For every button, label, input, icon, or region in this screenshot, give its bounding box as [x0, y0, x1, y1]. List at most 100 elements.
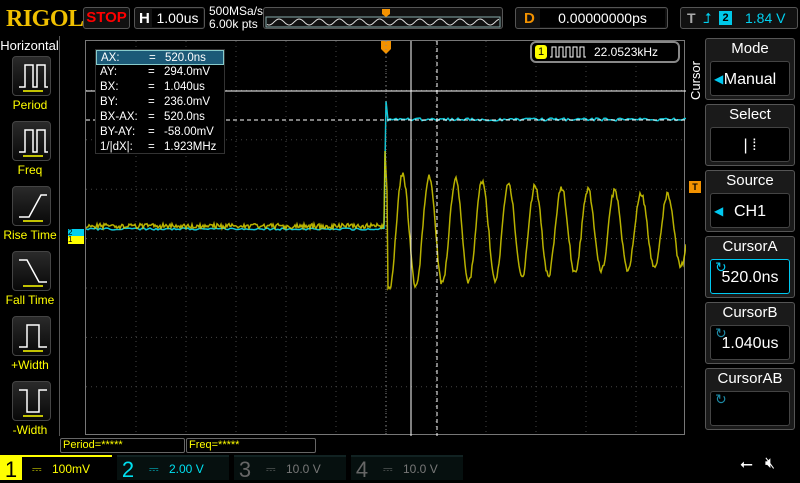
menu-cursora-button[interactable]: CursorA ↻ 520.0ns	[705, 236, 795, 298]
menu-source-button[interactable]: Source ◀ CH1	[705, 170, 795, 232]
channel-scale: 10.0 V	[286, 462, 321, 476]
equals-sign: =	[148, 65, 155, 80]
left-arrow-icon: ◀	[714, 194, 723, 229]
cursor-value: 1.040us	[164, 80, 205, 95]
channel-number: 2	[117, 457, 139, 480]
trigger-level-marker: T	[689, 181, 701, 193]
acquisition-info: 500MSa/s 6.00k pts	[209, 5, 263, 31]
rising-edge-icon: ⮥	[703, 8, 711, 28]
memory-timeline[interactable]	[263, 7, 503, 29]
horizontal-key: H	[139, 10, 150, 27]
cursor-readout-row: AY: = 294.0mV	[96, 65, 224, 80]
menu-cursorab-button[interactable]: CursorAB ↻	[705, 368, 795, 430]
measurement-freq[interactable]: Freq=*****	[186, 438, 316, 453]
trigger-box[interactable]: T ⮥ 2 1.84 V	[680, 7, 798, 29]
measure-rise-time-button[interactable]	[12, 186, 51, 226]
menu-value: Manual	[724, 71, 776, 88]
menu-value-box: ↻	[710, 391, 790, 426]
channel-3-button[interactable]: 3 ⎓ 10.0 V	[234, 455, 346, 480]
cursor-value: 520.0ns	[165, 51, 206, 66]
ch1-waveform	[86, 151, 686, 289]
measure-fall-time-button[interactable]	[12, 251, 51, 291]
period-icon	[13, 57, 52, 97]
cursor-readout-row: BX: = 1.040us	[96, 80, 224, 95]
usb-icon: ⭠	[740, 456, 753, 474]
menu-header: Mode	[706, 39, 794, 59]
channel-scale: 100mV	[52, 462, 90, 476]
measure-label: Freq	[0, 163, 60, 177]
rotate-knob-icon: ↻	[715, 250, 727, 285]
menu-select-button[interactable]: Select | ⁞	[705, 104, 795, 166]
menu-value: 1.040us	[722, 335, 779, 352]
measure-freq-button[interactable]	[12, 121, 51, 161]
menu-value-box: ↻ 520.0ns	[710, 259, 790, 294]
equals-sign: =	[148, 80, 155, 95]
equals-sign: =	[148, 125, 155, 140]
timeline-trigger-marker	[382, 9, 390, 17]
channel-number: 3	[234, 457, 256, 480]
channel-2-button[interactable]: 2 ⎓ 2.00 V	[117, 455, 229, 480]
rotate-knob-icon: ↻	[715, 316, 727, 351]
trigger-key: T	[687, 8, 696, 28]
timebase-box[interactable]: H 1.00us	[134, 7, 205, 29]
cursor-readout-row: AX: = 520.0ns	[96, 50, 224, 65]
menu-mode-button[interactable]: Mode ◀ Manual	[705, 38, 795, 100]
cursor-key: 1/|dX|:	[100, 141, 133, 153]
coupling-dc-icon: ⎓	[383, 462, 393, 477]
measure-label: -Width	[0, 423, 60, 437]
equals-sign: =	[149, 51, 156, 66]
cursor-readout-row: BY: = 236.0mV	[96, 95, 224, 110]
run-stop-status[interactable]: STOP	[83, 7, 130, 29]
cursor-key: AY:	[100, 66, 117, 78]
trigger-level: 1.84 V	[745, 8, 785, 28]
equals-sign: =	[148, 95, 155, 110]
delay-key: D	[524, 10, 535, 27]
pos-width-icon	[13, 317, 52, 357]
measurement-period[interactable]: Period=*****	[60, 438, 185, 453]
channel-1-button[interactable]: 1 ⎓ 100mV	[0, 455, 112, 480]
cursor-key: AX:	[101, 52, 120, 64]
cursor-key: BX:	[100, 81, 119, 93]
counter-value: 22.0523kHz	[594, 43, 658, 61]
delay-box[interactable]: D 0.00000000ps	[515, 7, 668, 29]
menu-cursorb-button[interactable]: CursorB ↻ 1.040us	[705, 302, 795, 364]
measure-label: Period	[0, 98, 60, 112]
speaker-mute-icon: 🔇︎	[765, 455, 775, 473]
measure--width-button[interactable]	[12, 381, 51, 421]
measure--width-button[interactable]	[12, 316, 51, 356]
cursor-readout-row: BX-AX: = 520.0ns	[96, 110, 224, 125]
menu-value-box: ◀ CH1	[710, 193, 790, 228]
rise-time-icon	[13, 187, 52, 227]
cursor-key: BY-AY:	[100, 126, 135, 138]
cursor-readout-panel: AX: = 520.0ns AY: = 294.0mV BX: = 1.040us BY: = 236…	[95, 49, 225, 154]
coupling-dc-icon: ⎓	[266, 462, 276, 477]
rotate-knob-icon: ↻	[715, 382, 727, 417]
menu-header: Source	[706, 171, 794, 191]
cursor-value: 1.923MHz	[164, 140, 216, 155]
neg-width-icon	[13, 382, 52, 422]
menu-header: Select	[706, 105, 794, 125]
cursor-readout-row: BY-AY: = -58.00mV	[96, 125, 224, 140]
menu-value-box: ↻ 1.040us	[710, 325, 790, 360]
channel-number: 4	[351, 457, 373, 480]
timebase-value: 1.00us	[152, 9, 203, 27]
channel-number: 1	[0, 457, 22, 480]
cursor-readout-row: 1/|dX|: = 1.923MHz	[96, 140, 224, 155]
measure-label: Rise Time	[0, 228, 60, 242]
menu-title: Horizontal	[0, 38, 59, 53]
ch1-offset-marker[interactable]: 1	[68, 236, 84, 244]
trigger-source: 2	[719, 11, 732, 25]
measure-label: +Width	[0, 358, 60, 372]
measure-label: Fall Time	[0, 293, 60, 307]
trigger-position-marker	[381, 41, 391, 54]
delay-value: 0.00000000ps	[540, 9, 665, 27]
measure-period-button[interactable]	[12, 56, 51, 96]
coupling-dc-icon: ⎓	[32, 462, 42, 477]
frequency-counter: 1 22.0523kHz	[530, 41, 680, 63]
menu-value-box: ◀ Manual	[710, 61, 790, 96]
square-wave-icon	[550, 46, 586, 58]
channel-4-button[interactable]: 4 ⎓ 10.0 V	[351, 455, 463, 480]
timeline-waveform	[264, 8, 504, 30]
cursor-key: BX-AX:	[100, 111, 138, 123]
cursor-value: 236.0mV	[164, 95, 210, 110]
